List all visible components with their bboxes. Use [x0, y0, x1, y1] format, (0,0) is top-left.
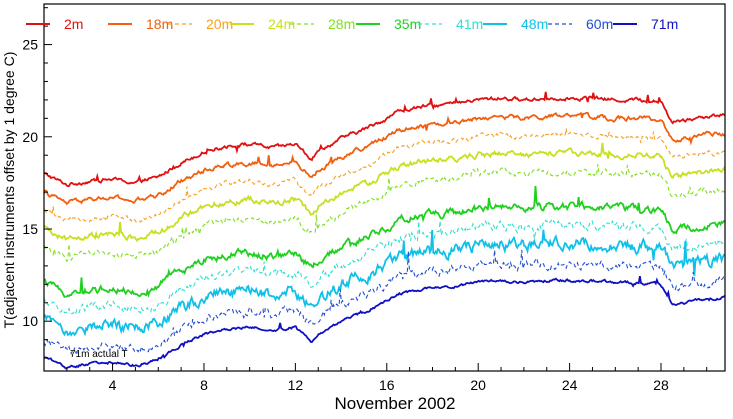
- x-tick-label: 28: [653, 377, 669, 393]
- y-axis-label: T(adjacent instruments offset by 1 degre…: [1, 52, 17, 329]
- legend-label-41m: 41m: [456, 16, 483, 32]
- series-line-48m: [43, 229, 726, 337]
- legend-label-28m: 28m: [328, 16, 355, 32]
- series-line-2m: [44, 91, 726, 188]
- x-tick-label: 8: [200, 377, 208, 393]
- series-line-18m: [43, 111, 726, 206]
- series-line-71m: [43, 275, 726, 370]
- legend-label-24m: 24m: [268, 16, 295, 32]
- legend-label-48m: 48m: [521, 16, 548, 32]
- series-line-28m: [43, 164, 726, 263]
- x-axis: 4 8 12 16 20 24 28: [66, 363, 708, 393]
- plot-frame: [43, 3, 726, 372]
- legend: 2m 18m 20m 24m 28m 35m 41m 48m 60m 71m: [26, 16, 678, 32]
- x-tick-label: 24: [562, 377, 578, 393]
- legend-label-71m: 71m: [651, 16, 678, 32]
- series-line-24m: [43, 142, 726, 243]
- annotation-71m-actual: 71m actual T: [70, 349, 128, 360]
- legend-label-18m: 18m: [146, 16, 173, 32]
- series-line-35m: [43, 185, 726, 298]
- legend-label-2m: 2m: [64, 16, 83, 32]
- y-axis: 10 15 20 25: [22, 7, 52, 359]
- series-line-20m: [43, 128, 726, 224]
- x-tick-label: 20: [470, 377, 486, 393]
- series-line-60m: [43, 249, 726, 356]
- x-tick-label: 4: [109, 377, 117, 393]
- y-tick-label: 25: [22, 37, 38, 53]
- series-lines: [43, 91, 726, 370]
- y-tick-label: 20: [22, 129, 38, 145]
- legend-label-60m: 60m: [586, 16, 613, 32]
- x-tick-label: 16: [379, 377, 395, 393]
- legend-label-35m: 35m: [394, 16, 421, 32]
- x-axis-label: November 2002: [335, 394, 456, 413]
- y-tick-label: 10: [22, 313, 38, 329]
- x-tick-label: 12: [288, 377, 304, 393]
- series-line-41m: [43, 219, 726, 315]
- legend-label-20m: 20m: [206, 16, 233, 32]
- y-tick-label: 15: [22, 221, 38, 237]
